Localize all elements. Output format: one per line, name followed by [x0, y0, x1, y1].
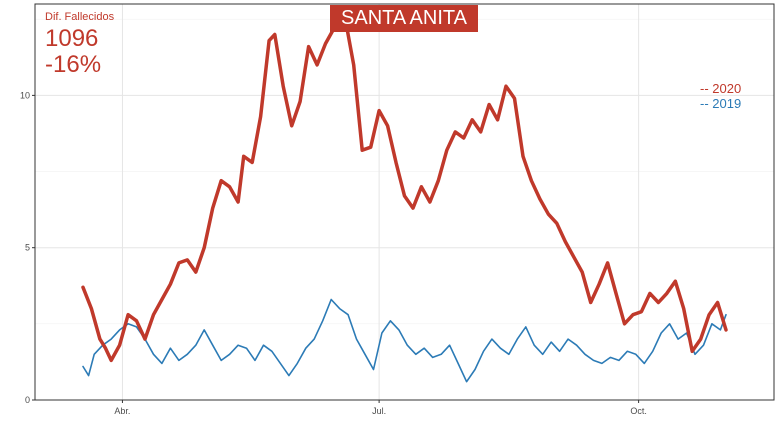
- y-tick-label: 0: [25, 395, 30, 405]
- x-tick-label: Oct.: [630, 406, 647, 416]
- series-2020-line: [81, 11, 728, 363]
- series-group: [81, 11, 728, 383]
- y-tick-label: 10: [20, 90, 30, 100]
- x-tick-label: Abr.: [114, 406, 130, 416]
- annotation-total: 1096: [45, 25, 99, 52]
- legend-item-2020: -- 2020: [700, 81, 742, 96]
- annotation-label: Dif. Fallecidos: [45, 11, 115, 23]
- legend-item-2019: -- 2019: [700, 96, 742, 111]
- legend: -- 2020 -- 2019: [700, 81, 741, 111]
- series-2019-line: [82, 298, 727, 383]
- axes: 0 5 10 Abr. Jul. Oct.: [20, 3, 775, 416]
- y-tick-label: 5: [25, 243, 30, 253]
- annotation-pct: -16%: [45, 51, 102, 78]
- panel-border: [34, 3, 775, 401]
- x-tick-label: Jul.: [372, 406, 386, 416]
- chart-title: SANTA ANITA: [330, 5, 478, 32]
